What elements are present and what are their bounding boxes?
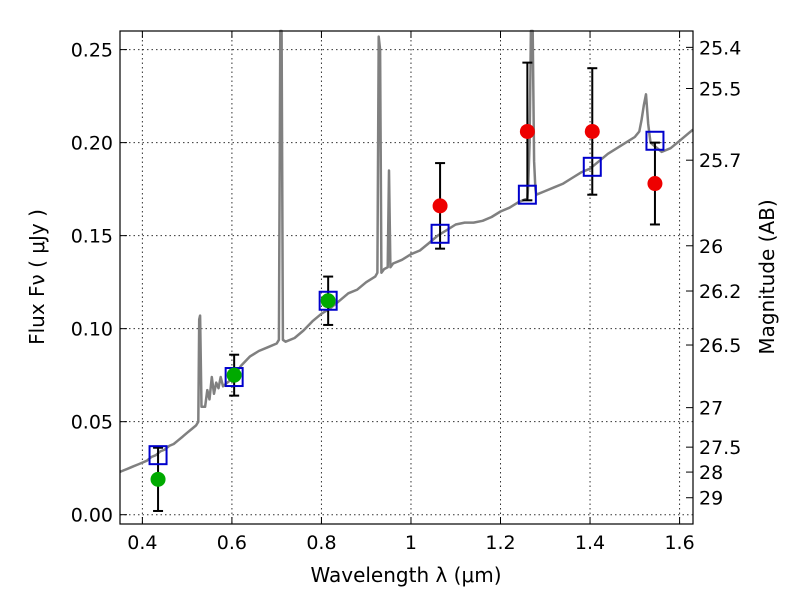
y2-axis-label: Magnitude (AB) [755,199,779,354]
y-axis-label: Flux Fν ( μJy ) [25,209,49,345]
x-tick-label: 1 [405,532,417,554]
grid-lines [120,31,693,524]
y-tick-label: 0.25 [71,40,113,62]
y-tick-label: 0.10 [71,319,113,341]
model-photometry-square [318,290,338,311]
y-tick-label: 0.15 [71,226,113,248]
mag-tick-label: 26 [699,236,723,258]
detection-point [584,123,600,139]
plot-frame [119,30,694,525]
detection-point [432,198,448,214]
mag-tick-label: 29 [699,488,723,510]
x-tick-label: 1.2 [485,532,515,554]
model-sed-line [119,29,694,474]
y-tick-label: 0.00 [71,505,113,527]
detection-point [647,176,663,192]
model-photometry-square [517,184,537,205]
model-sed-layer [119,29,694,474]
model-photometry-square [148,445,168,466]
model-photometry-square [430,223,450,244]
mag-tick-label: 25.5 [699,78,741,100]
x-tick-label: 1.6 [664,532,694,554]
x-tick-label: 0.8 [306,532,336,554]
detection-point [226,367,242,383]
x-tick-label: 1.4 [575,532,605,554]
marker-layer [148,123,665,487]
x-axis-label: Wavelength λ (μm) [310,563,501,587]
mag-tick-label: 28 [699,462,723,484]
tick-layer: 0.4 0.6 0.8 1 1.2 1.4 1.6 0.00 0.05 0.10 0.15 0.20 0… [71,31,741,554]
x-tick-label: 0.4 [127,532,157,554]
detection-point [150,471,166,487]
error-bar-layer [153,61,660,512]
mag-tick-label: 25.7 [699,150,741,172]
model-photometry-square [645,130,665,151]
mag-tick-label: 27.5 [699,437,741,459]
detection-point [320,293,336,309]
detection-point [519,123,535,139]
mag-tick-label: 25.4 [699,37,741,59]
mag-tick-label: 27 [699,398,723,420]
model-photometry-square [582,156,602,177]
y-tick-label: 0.05 [71,412,113,434]
x-tick-label: 0.6 [217,532,247,554]
mag-tick-label: 26.2 [699,281,741,303]
mag-tick-label: 26.5 [699,335,741,357]
y-tick-label: 0.20 [71,133,113,155]
